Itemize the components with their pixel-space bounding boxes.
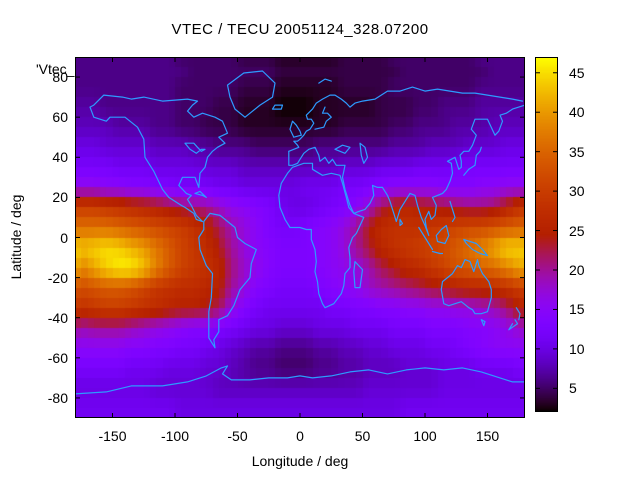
coastline-path [399,218,404,227]
coastline-path [480,319,486,327]
x-tick-label: 0 [296,428,304,444]
coastline-path [508,319,519,331]
tec-heatmap-canvas [75,57,525,418]
y-tick-label: 40 [52,149,68,166]
y-tick-label: -20 [47,269,68,286]
coastline-path [463,146,482,176]
colorbar-border [535,57,558,412]
colorbar-tick-label: 30 [569,183,585,200]
coastline-path [198,212,257,349]
colorbar-tick-label: 5 [569,380,577,397]
colorbar-gradient-canvas [535,57,558,412]
coastline-path [289,120,302,138]
coastline-path [449,200,456,223]
coastline-path [75,365,525,395]
y-tick-label: 60 [52,109,68,126]
coastline-path [288,104,525,237]
x-tick-label: -100 [160,428,190,444]
y-tick-label: -80 [47,389,68,406]
y-axis-title: Latitude / deg [8,194,24,280]
coastline-path [440,259,492,315]
plot-border [75,57,525,418]
x-axis-title: Longitude / deg [251,453,349,469]
coastline-path [314,106,332,130]
coastline-and-axes-overlay [75,57,525,418]
x-tick-label: 100 [413,428,437,444]
colorbar-tick-label: 40 [569,104,585,121]
y-tick-label: 20 [52,189,68,206]
coastline-path [184,142,206,154]
vtec-key-label: 'Vtec_ [36,61,75,77]
chart-title: VTEC / TECU 20051124_328.07200 [171,21,429,38]
colorbar-tick-label: 15 [569,301,585,318]
colorbar-tick-label: 35 [569,143,585,160]
coastline-path [353,261,364,289]
coastline-path [194,190,207,198]
coastline-path [334,144,351,154]
colorbar-tick-label: 10 [569,340,585,357]
coastline-path [431,250,444,255]
colorbar-border-ticks [535,57,558,412]
coastline-path [515,307,521,321]
y-tick-label: 0 [60,229,68,246]
colorbar-tick-label: 25 [569,222,585,239]
coastline-path [418,226,434,251]
x-tick-label: 50 [354,428,371,444]
colorbar-tick-label: 45 [569,64,585,81]
y-tick-label: -40 [47,309,68,326]
coastline-path [318,78,332,84]
coastline-path [278,162,365,309]
y-tick-label: 80 [52,69,68,86]
coastline-path [359,142,369,164]
coastline-path [463,238,489,257]
coastline-path [226,70,276,118]
coastline-path [288,86,524,152]
coastline-path [271,104,284,110]
coastline-path [435,224,450,245]
x-tick-label: -50 [227,428,248,444]
coastline-path [89,94,229,223]
y-tick-label: -60 [47,349,68,366]
x-tick-label: -150 [98,428,127,444]
x-tick-label: 150 [475,428,500,444]
colorbar-tick-label: 20 [569,262,585,278]
